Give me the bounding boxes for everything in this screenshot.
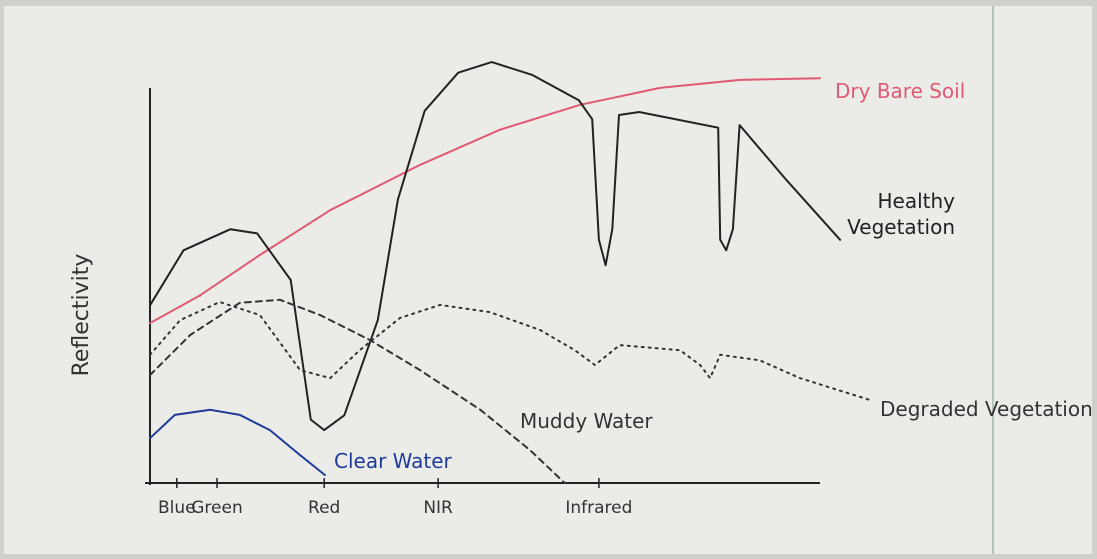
page: Reflectivity BlueGreenRedNIRInfrared {"c… — [0, 0, 1097, 559]
y-axis-label: Reflectivity — [69, 254, 94, 377]
series-label: Muddy Water — [520, 408, 653, 434]
series-label: Healthy Vegetation — [845, 188, 955, 240]
x-tick-label: Green — [191, 498, 242, 518]
x-tick-label: NIR — [423, 498, 453, 518]
series-line — [150, 302, 870, 400]
x-tick-label: Infrared — [565, 498, 632, 518]
series-label: Degraded Vegetation — [880, 396, 1093, 422]
series-label: Dry Bare Soil — [835, 78, 965, 104]
series-line — [150, 410, 325, 475]
x-tick-label: Red — [308, 498, 340, 518]
series-label: Clear Water — [334, 448, 452, 474]
series-line — [150, 62, 840, 430]
x-tick-label: Blue — [158, 498, 196, 518]
